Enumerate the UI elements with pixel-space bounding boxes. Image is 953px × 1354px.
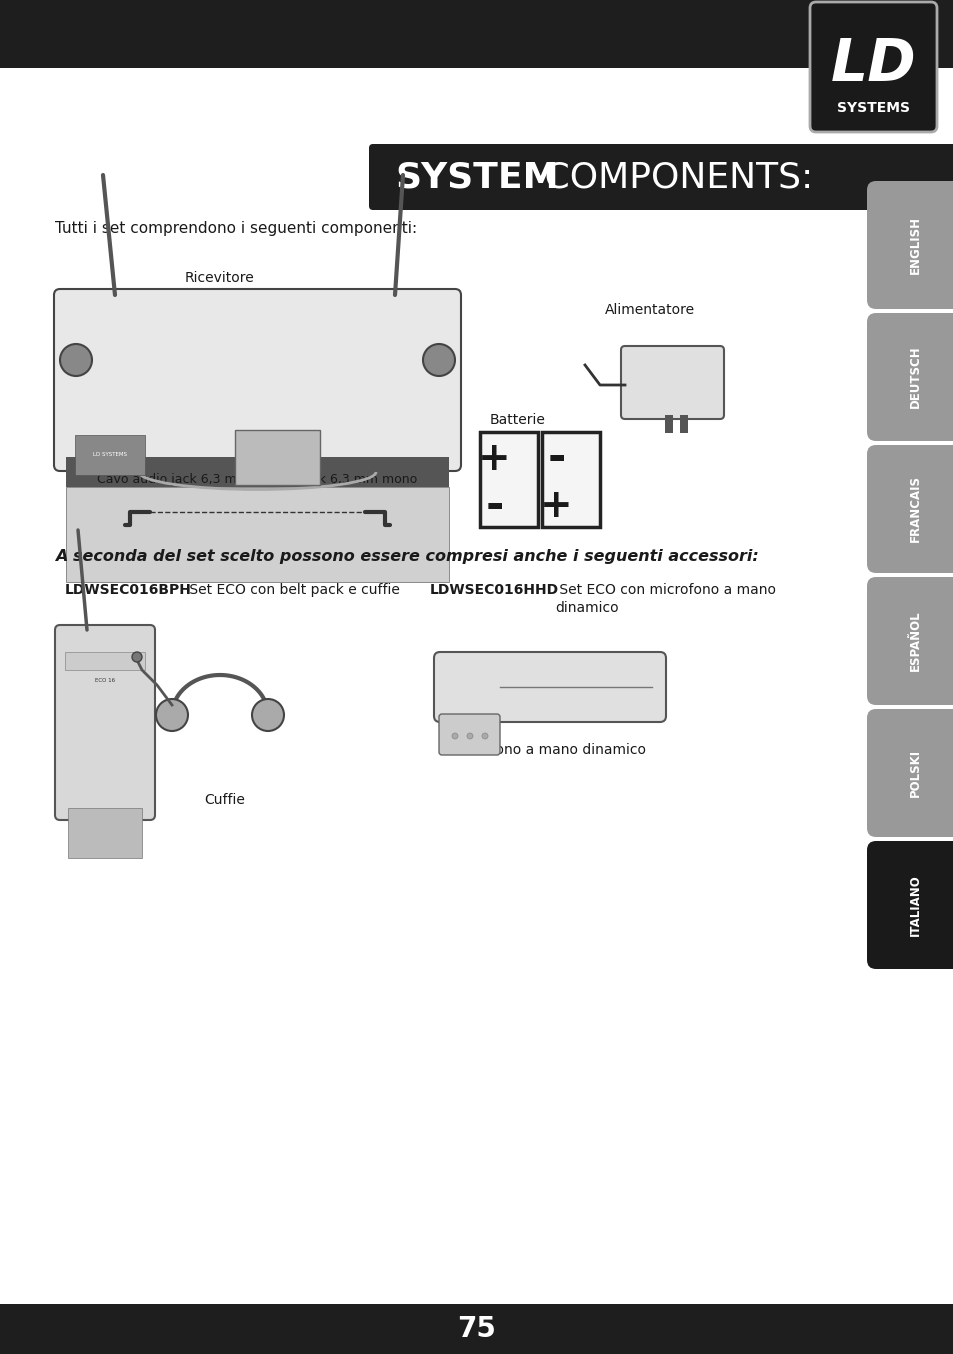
Text: Cuffie: Cuffie (204, 793, 245, 807)
Text: ENGLISH: ENGLISH (907, 217, 921, 274)
Circle shape (481, 733, 488, 739)
FancyBboxPatch shape (866, 445, 953, 573)
Circle shape (422, 344, 455, 376)
Bar (679, 414, 687, 433)
Text: LD: LD (830, 37, 916, 93)
Text: SYSTEM: SYSTEM (395, 160, 558, 194)
Text: Tutti i set comprendono i seguenti componenti:: Tutti i set comprendono i seguenti compo… (55, 221, 416, 236)
FancyBboxPatch shape (620, 347, 723, 418)
Text: Set ECO con belt pack e cuffie: Set ECO con belt pack e cuffie (185, 584, 399, 597)
Bar (0, 1304, 953, 1354)
Text: dinamico: dinamico (555, 601, 618, 615)
Circle shape (156, 699, 188, 731)
Text: Ricevitore: Ricevitore (185, 271, 254, 284)
Bar (541, 432, 599, 527)
Text: +: + (477, 440, 510, 478)
Text: SYSTEMS: SYSTEMS (836, 102, 909, 115)
Bar (479, 432, 537, 527)
Text: +: + (539, 487, 572, 525)
Text: ECO 16: ECO 16 (95, 677, 115, 682)
FancyBboxPatch shape (866, 709, 953, 837)
Text: -: - (547, 437, 565, 481)
Text: DEUTSCH: DEUTSCH (907, 345, 921, 409)
Text: ITALIANO: ITALIANO (907, 875, 921, 936)
FancyBboxPatch shape (866, 181, 953, 309)
Text: Batterie: Batterie (490, 413, 545, 427)
Bar (75, 435, 145, 475)
Text: POLSKI: POLSKI (907, 749, 921, 798)
Text: LDWSEC016BPH: LDWSEC016BPH (65, 584, 192, 597)
Bar (66, 487, 449, 582)
Text: Cavo audio jack 6,3 mm mono - jack 6,3 mm mono: Cavo audio jack 6,3 mm mono - jack 6,3 m… (97, 474, 417, 486)
Text: FRANCAIS: FRANCAIS (907, 475, 921, 543)
Text: Belt pack: Belt pack (72, 822, 137, 835)
Text: COMPONENTS:: COMPONENTS: (533, 160, 812, 194)
Circle shape (467, 733, 473, 739)
Text: Set ECO con microfono a mano: Set ECO con microfono a mano (555, 584, 775, 597)
FancyBboxPatch shape (866, 577, 953, 705)
FancyBboxPatch shape (809, 1, 936, 131)
FancyBboxPatch shape (434, 653, 665, 722)
Text: ESPAÑOL: ESPAÑOL (907, 611, 921, 672)
FancyBboxPatch shape (866, 313, 953, 441)
Bar (0, 0, 953, 68)
Bar (68, 808, 142, 858)
Bar (66, 458, 449, 487)
Text: Alimentatore: Alimentatore (604, 303, 695, 317)
Text: -: - (485, 485, 503, 528)
Circle shape (60, 344, 91, 376)
Circle shape (252, 699, 284, 731)
FancyBboxPatch shape (55, 626, 154, 821)
Bar (234, 431, 319, 485)
Circle shape (452, 733, 457, 739)
Bar (65, 653, 145, 670)
Text: 75: 75 (457, 1315, 496, 1343)
Circle shape (132, 653, 142, 662)
FancyBboxPatch shape (369, 144, 953, 210)
Text: LDWSEC016HHD: LDWSEC016HHD (430, 584, 558, 597)
Text: LD SYSTEMS: LD SYSTEMS (92, 452, 127, 458)
FancyBboxPatch shape (866, 841, 953, 969)
Bar (664, 414, 672, 433)
FancyBboxPatch shape (438, 714, 499, 756)
Text: Microfono a mano dinamico: Microfono a mano dinamico (453, 743, 646, 757)
Text: A seconda del set scelto possono essere compresi anche i seguenti accessori:: A seconda del set scelto possono essere … (55, 548, 758, 563)
FancyBboxPatch shape (54, 288, 460, 471)
